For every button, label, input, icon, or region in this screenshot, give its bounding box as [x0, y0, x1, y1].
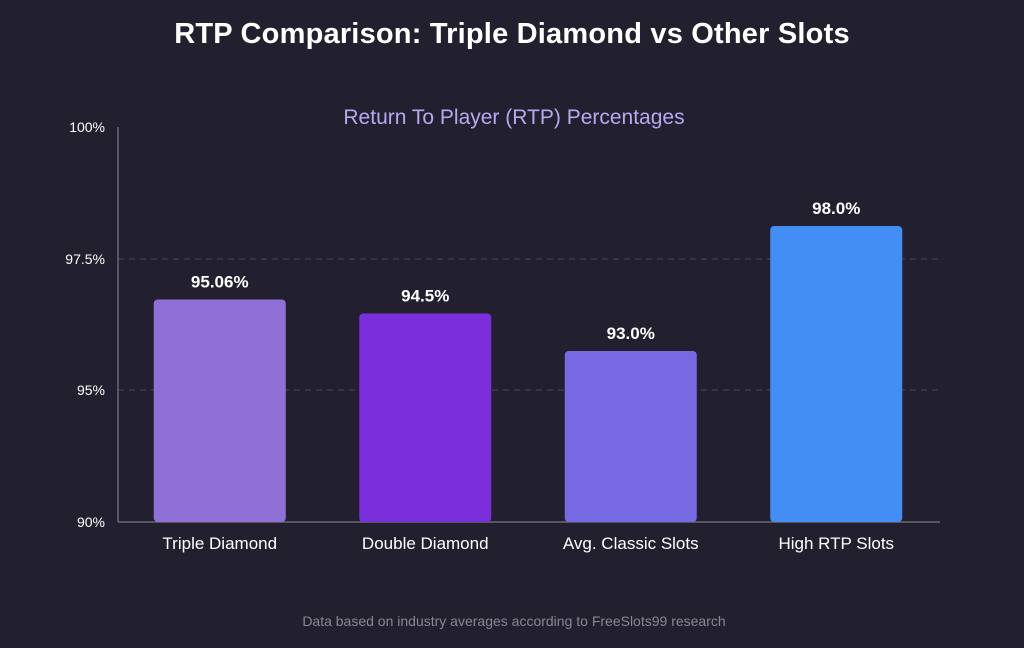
footer-note: Data based on industry averages accordin…: [302, 613, 726, 629]
bars: [153, 226, 903, 522]
y-tick-label: 100%: [69, 119, 105, 135]
x-category-label: Triple Diamond: [162, 534, 277, 553]
bar-value-label: 98.0%: [812, 199, 860, 218]
y-axis-ticks: 90% 95% 97.5% 100%: [65, 119, 105, 530]
bar-value-label: 94.5%: [401, 287, 449, 306]
x-category-label: High RTP Slots: [778, 534, 894, 553]
labels: 95.06% Triple Diamond 94.5% Double Diamond 9…: [162, 199, 894, 553]
y-tick-label: 97.5%: [65, 251, 105, 267]
main-title: RTP Comparison: Triple Diamond vs Other …: [174, 18, 850, 50]
bar: [564, 351, 697, 522]
chart-title: Return To Player (RTP) Percentages: [343, 106, 685, 129]
x-category-label: Avg. Classic Slots: [563, 534, 699, 553]
bar: [153, 299, 286, 522]
bar-value-label: 95.06%: [191, 273, 249, 292]
x-category-label: Double Diamond: [362, 534, 489, 553]
y-tick-label: 90%: [77, 514, 105, 530]
bar: [770, 226, 903, 522]
y-tick-label: 95%: [77, 382, 105, 398]
bar-value-label: 93.0%: [607, 324, 655, 343]
bar: [359, 313, 492, 522]
